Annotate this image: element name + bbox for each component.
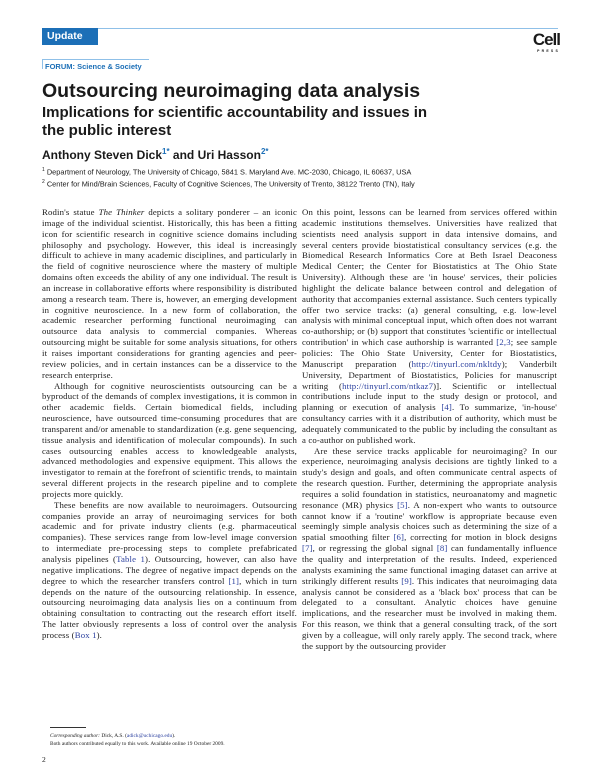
author-mark[interactable]: 2*	[260, 147, 269, 156]
footnote-label: Corresponding author:	[50, 733, 100, 739]
body-text: , or regressing the global signal	[312, 543, 437, 554]
body-paragraph: Although for cognitive neuroscientists o…	[42, 381, 297, 500]
body-paragraph: Are these service tracks applicable for …	[302, 446, 557, 652]
authors-joiner: and	[169, 148, 198, 162]
body-text: Rodin's statue	[42, 207, 99, 217]
citation-link[interactable]: [1]	[228, 575, 240, 586]
footnote-rule	[50, 727, 86, 728]
forum-rule	[42, 59, 149, 60]
header-rule	[42, 28, 558, 29]
author-mark[interactable]: 1*	[162, 147, 170, 156]
body-text: ). Outsourcing, however, can also have n…	[42, 554, 297, 586]
body-column-left: Rodin's statue The Thinker depicts a sol…	[42, 207, 297, 641]
footnote-corresponding: Corresponding author: Dick, A.S. (adick@…	[50, 733, 175, 739]
body-paragraph: Rodin's statue The Thinker depicts a sol…	[42, 207, 297, 381]
citation-link[interactable]: [4]	[441, 402, 452, 413]
body-text: The Thinker	[98, 207, 145, 217]
body-text: , which in turn depends on the nature of…	[42, 575, 297, 640]
citation-link[interactable]: http://tinyurl.com/nkltdy	[411, 358, 502, 369]
author-name: Uri Hasson	[197, 148, 261, 162]
body-text: ; see sample policies: The Ohio State Un…	[302, 337, 557, 369]
forum-label: FORUM: Science & Society	[45, 62, 142, 71]
section-label: Update	[42, 28, 98, 45]
citation-link[interactable]: [8]	[436, 543, 448, 554]
body-text: , correcting for motion in block designs	[404, 532, 557, 543]
affiliation: 1 Department of Neurology, The Universit…	[42, 167, 411, 176]
affiliation-text: Department of Neurology, The University …	[46, 167, 412, 177]
logo-text: Cell	[532, 30, 561, 49]
author-name: Anthony Steven Dick	[42, 148, 163, 162]
footnote-text: ).	[172, 733, 176, 739]
citation-link[interactable]: [9]	[401, 575, 412, 586]
body-text: . This indicates that neuroimaging data …	[302, 575, 558, 651]
forum-rule-tick	[42, 59, 43, 69]
body-column-right: On this point, lessons can be learned fr…	[302, 207, 557, 652]
article-title: Outsourcing neuroimaging data analysis	[42, 80, 421, 102]
body-text: . A non-expert who wants to outsource ca…	[302, 499, 557, 543]
page-number: 2	[42, 755, 46, 764]
body-text: ).	[96, 629, 103, 640]
body-text: ); Vanderbilt University, Department of …	[302, 358, 557, 391]
affiliation-text: Center for Mind/Brain Sciences, Faculty …	[46, 179, 415, 189]
cell-press-logo: Cell PRESS	[524, 30, 561, 53]
citation-link[interactable]: [7]	[302, 543, 313, 554]
body-text: Are these service tracks applicable for …	[302, 445, 557, 510]
footnote-equal-contribution: Both authors contributed equally to this…	[50, 741, 225, 747]
body-text: Although for cognitive neuroscientists o…	[42, 380, 297, 499]
body-paragraph: These benefits are now available to neur…	[42, 500, 297, 641]
email-link[interactable]: adick@uchicago.edu	[126, 733, 173, 739]
affiliation: 2 Center for Mind/Brain Sciences, Facult…	[42, 179, 415, 188]
body-text: )]. Scientific or intellectual contribut…	[302, 380, 557, 413]
affiliation-number: 2	[42, 179, 45, 185]
body-text: On this point, lessons can be learned fr…	[302, 207, 557, 348]
citation-link[interactable]: Table 1	[116, 554, 146, 564]
body-paragraph: On this point, lessons can be learned fr…	[302, 207, 557, 446]
body-text: . To summarize, 'in-house' consultancy c…	[302, 402, 557, 445]
affiliation-number: 1	[42, 167, 45, 173]
footnote-text: Both authors contributed equally to this…	[50, 741, 225, 747]
footnote-text: Dick, A.S. (	[99, 733, 127, 739]
body-text: These benefits are now available to neur…	[42, 499, 297, 564]
author-list: Anthony Steven Dick1* and Uri Hasson2*	[42, 147, 269, 162]
citation-link[interactable]: Box 1	[74, 629, 97, 640]
citation-link[interactable]: [2,3	[496, 337, 511, 348]
article-subtitle: Implications for scientific accountabili…	[42, 104, 428, 139]
logo-subtext: PRESS	[537, 49, 560, 53]
body-text: can fundamentally influence the quality …	[302, 543, 558, 586]
citation-link[interactable]: http://tinyurl.com/ntkaz7	[342, 380, 434, 391]
citation-link[interactable]: [5]	[397, 499, 408, 510]
citation-link[interactable]: [6]	[393, 532, 405, 543]
body-text: depicts a solitary ponderer – an iconic …	[42, 207, 297, 380]
